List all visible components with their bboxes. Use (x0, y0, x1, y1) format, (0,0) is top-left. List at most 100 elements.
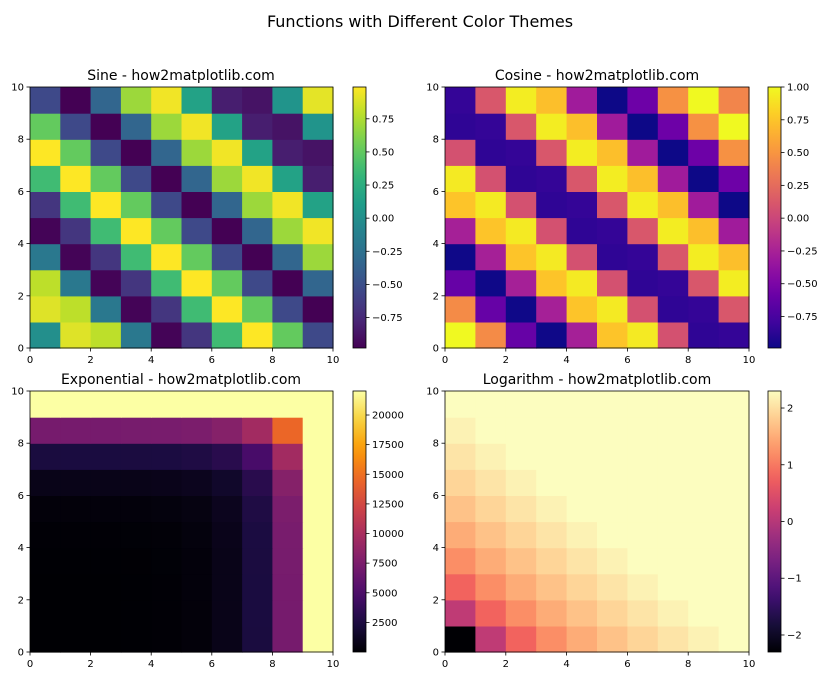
x-tick-label: 2 (87, 355, 93, 366)
heatmap-cell (90, 417, 122, 444)
heatmap-cell (151, 321, 183, 349)
colorbar (768, 87, 781, 348)
colorbar-tick-label: 0.75 (372, 114, 394, 125)
y-tick-label: 8 (433, 439, 439, 450)
heatmap-cell (211, 191, 243, 219)
heatmap-cell (181, 625, 213, 653)
heatmap-cell (657, 87, 689, 114)
x-tick-label: 10 (327, 659, 340, 670)
x-tick-label: 0 (442, 659, 448, 670)
x-tick-label: 10 (743, 659, 756, 670)
heatmap-cell (597, 495, 628, 523)
heatmap-cell (302, 469, 334, 496)
colorbar-frame (352, 390, 367, 653)
colorbar-tick-label: 0.25 (372, 181, 394, 192)
heatmap-cell (688, 573, 720, 601)
heatmap-cell (90, 469, 122, 496)
heatmap-cell (688, 269, 720, 297)
heatmap-cell (60, 443, 92, 470)
heatmap-cell (302, 217, 334, 245)
heatmap-cell (627, 391, 659, 418)
heatmap-cell (718, 443, 750, 470)
heatmap-cell (657, 599, 689, 627)
heatmap-cell (120, 87, 152, 114)
colorbar-frame (767, 86, 782, 349)
heatmap-cell (120, 243, 152, 271)
x-tick-label: 0 (27, 355, 33, 366)
x-tick-label: 8 (269, 355, 275, 366)
heatmap-cell (627, 573, 659, 601)
colorbar-tick-label: 20000 (372, 411, 404, 422)
heatmap-cell (566, 295, 598, 323)
heatmap-cell (475, 243, 507, 271)
heatmap-cell (181, 521, 213, 549)
heatmap-cell (151, 417, 183, 444)
heatmap-cell (505, 139, 537, 166)
heatmap-cell (181, 443, 213, 470)
heatmap-cell (688, 469, 720, 496)
heatmap-cell (566, 443, 598, 470)
heatmap-cell (272, 243, 304, 271)
heatmap-cell (475, 573, 507, 601)
heatmap-cell (688, 599, 720, 627)
heatmap-cell (597, 625, 628, 653)
heatmap-cell (302, 87, 334, 114)
heatmap-cell (597, 443, 628, 470)
y-tick-label: 8 (18, 439, 24, 450)
heatmap-cell (30, 321, 61, 349)
heatmap-cell (120, 443, 152, 470)
heatmap-cell (566, 573, 598, 601)
x-tick-label: 6 (624, 355, 630, 366)
heatmap-cell (688, 243, 720, 271)
heatmap-cell (597, 469, 628, 496)
heatmap-cell (181, 495, 213, 523)
y-tick-label: 6 (433, 187, 439, 198)
heatmap-cell (151, 243, 183, 271)
heatmap-cell (597, 391, 628, 418)
heatmap-cell (60, 295, 92, 323)
heatmap-cell (272, 573, 304, 601)
heatmap-cell (60, 625, 92, 653)
heatmap-cell (657, 217, 689, 245)
heatmap-cell (302, 599, 334, 627)
heatmap-cell (30, 243, 61, 271)
subplot-title: Logarithm - how2matplotlib.com (483, 372, 712, 388)
heatmap-cell (211, 625, 243, 653)
heatmap-cell (657, 521, 689, 549)
heatmap-cell (302, 243, 334, 271)
heatmap-cell (718, 573, 750, 601)
heatmap-cell (30, 443, 61, 470)
heatmap-cell (272, 495, 304, 523)
heatmap-cell (242, 495, 273, 523)
heatmap-cell (566, 87, 598, 114)
heatmap-cell (181, 243, 213, 271)
heatmap-cell (30, 391, 61, 418)
heatmap-cell (242, 547, 273, 575)
heatmap-cell (242, 625, 273, 653)
heatmap-cell (60, 547, 92, 575)
colorbar-tick-label: −0.50 (787, 279, 818, 290)
heatmap-cell (627, 521, 659, 549)
heatmap-cell (475, 443, 507, 470)
heatmap-cell (505, 599, 537, 627)
heatmap-cell (60, 417, 92, 444)
heatmap-cell (505, 443, 537, 470)
heatmap-cell (211, 547, 243, 575)
heatmap-cell (90, 217, 122, 245)
heatmap-cell (60, 469, 92, 496)
heatmap-cell (627, 495, 659, 523)
heatmap-cell (475, 547, 507, 575)
heatmap-cell (566, 113, 598, 140)
heatmap-cell (272, 269, 304, 297)
heatmap-cell (120, 269, 152, 297)
heatmap-cell (181, 87, 213, 114)
axes-frame (444, 86, 750, 349)
x-tick-label: 0 (442, 355, 448, 366)
heatmap-cell (536, 417, 568, 444)
heatmap-cell (90, 191, 122, 219)
heatmap-cell (60, 191, 92, 219)
heatmap-cell (536, 243, 568, 271)
heatmap-cell (181, 573, 213, 601)
y-tick-label: 4 (433, 239, 439, 250)
